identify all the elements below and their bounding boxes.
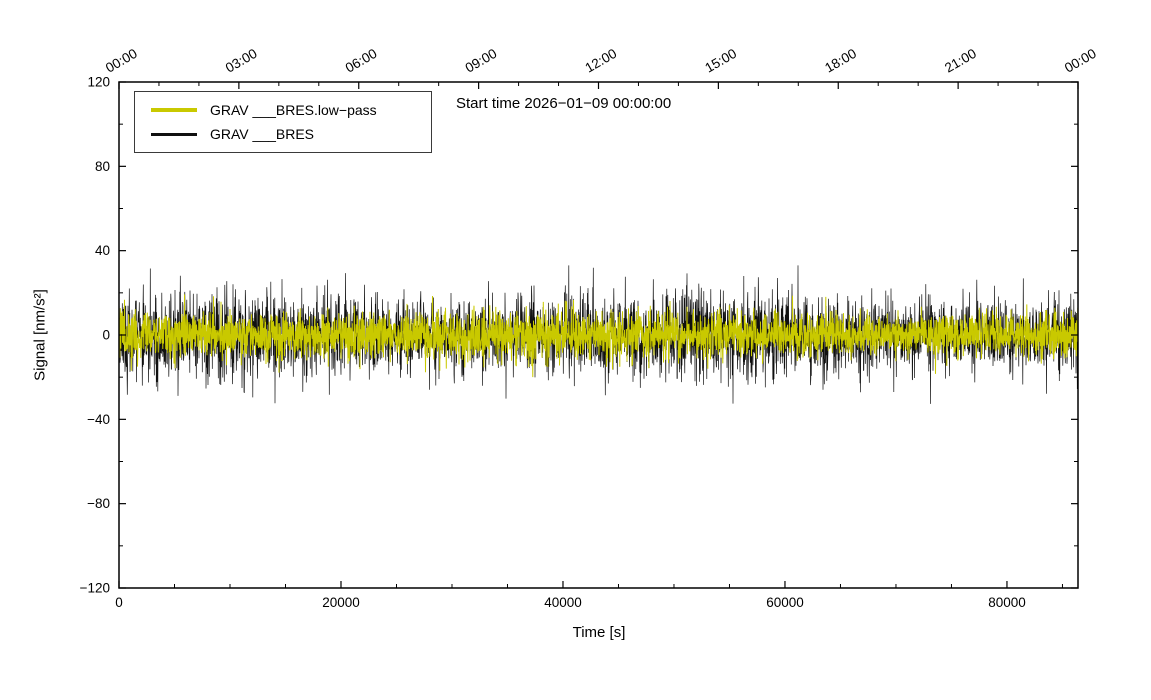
x-axis-label: Time [s] — [572, 624, 626, 641]
x-tick-label: 80000 — [988, 595, 1026, 610]
top-time-tick-label: 18:00 — [822, 46, 859, 76]
legend-item-raw: GRAV ___BRES — [151, 127, 415, 141]
x-tick-label: 40000 — [544, 595, 582, 610]
top-time-tick-label: 15:00 — [702, 46, 739, 76]
x-tick-label: 60000 — [766, 595, 804, 610]
legend-label-raw: GRAV ___BRES — [210, 126, 315, 142]
y-tick-label: 40 — [95, 243, 110, 258]
top-time-tick-label: 00:00 — [103, 46, 140, 76]
chart-title: Start time 2026−01−09 00:00:00 — [456, 95, 672, 112]
legend-item-lowpass: GRAV ___BRES.low−pass — [151, 103, 415, 117]
y-axis-label: Signal [nm/s²] — [31, 289, 49, 381]
top-time-tick-label: 09:00 — [463, 46, 500, 76]
y-tick-label: −40 — [87, 412, 110, 427]
x-tick-label: 0 — [115, 595, 123, 610]
y-tick-label: 120 — [87, 75, 110, 90]
x-tick-label: 20000 — [322, 595, 360, 610]
top-time-tick-label: 00:00 — [1062, 46, 1099, 76]
y-tick-label: 80 — [95, 159, 110, 174]
y-tick-label: −120 — [80, 581, 110, 596]
y-tick-label: 0 — [102, 328, 110, 343]
lowpass-line-swatch — [151, 108, 197, 112]
legend-label-lowpass: GRAV ___BRES.low−pass — [210, 102, 377, 118]
top-time-tick-label: 21:00 — [942, 46, 979, 76]
y-tick-label: −80 — [87, 496, 110, 511]
raw-line-swatch — [151, 132, 197, 136]
top-time-tick-label: 03:00 — [223, 46, 260, 76]
top-time-tick-label: 06:00 — [343, 46, 380, 76]
top-time-tick-label: 12:00 — [583, 46, 620, 76]
series-trace — [118, 294, 1079, 378]
legend-box: GRAV ___BRES.low−pass GRAV ___BRES — [134, 91, 432, 153]
